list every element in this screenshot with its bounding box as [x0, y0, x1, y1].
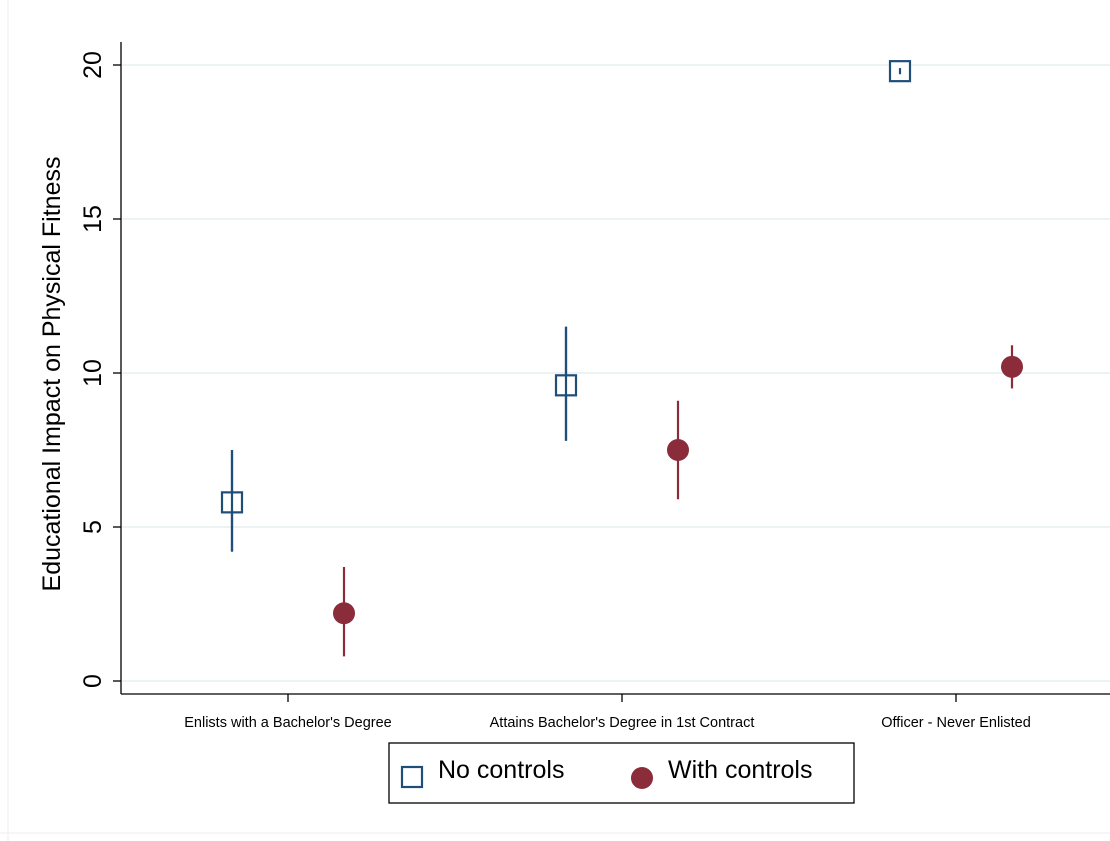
y-tick-label: 20	[79, 51, 107, 79]
series	[220, 60, 1023, 657]
point-circle	[333, 602, 355, 625]
x-tick-label: Enlists with a Bachelor's Degree	[184, 715, 391, 731]
y-tick-label: 10	[79, 359, 107, 387]
legend-box	[388, 742, 855, 804]
legend-label-with-controls: With controls	[668, 756, 812, 784]
y-axis-label: Educational Impact on Physical Fitness	[38, 157, 66, 592]
axes	[120, 42, 1110, 695]
y-tick-label: 5	[79, 520, 107, 534]
point-circle	[1001, 355, 1023, 378]
y-tick-label: 0	[79, 674, 107, 688]
y-ticks: 0 5 10 15 20	[79, 51, 121, 688]
legend-marker-no-controls	[400, 765, 424, 789]
y-tick-label: 15	[79, 205, 107, 233]
x-tick-label: Attains Bachelor's Degree in 1st Contrac…	[490, 715, 755, 731]
legend-label-no-controls: No controls	[438, 756, 564, 784]
gridlines	[122, 64, 1110, 682]
legend: No controls With controls	[388, 742, 855, 804]
series-no-controls	[220, 60, 912, 552]
x-ticks: Enlists with a Bachelor's Degree Attains …	[184, 694, 1031, 731]
series-with-controls	[333, 345, 1023, 657]
point-circle	[667, 439, 689, 461]
x-tick-label: Officer - Never Enlisted	[881, 715, 1031, 731]
legend-marker-with-controls	[631, 767, 653, 789]
